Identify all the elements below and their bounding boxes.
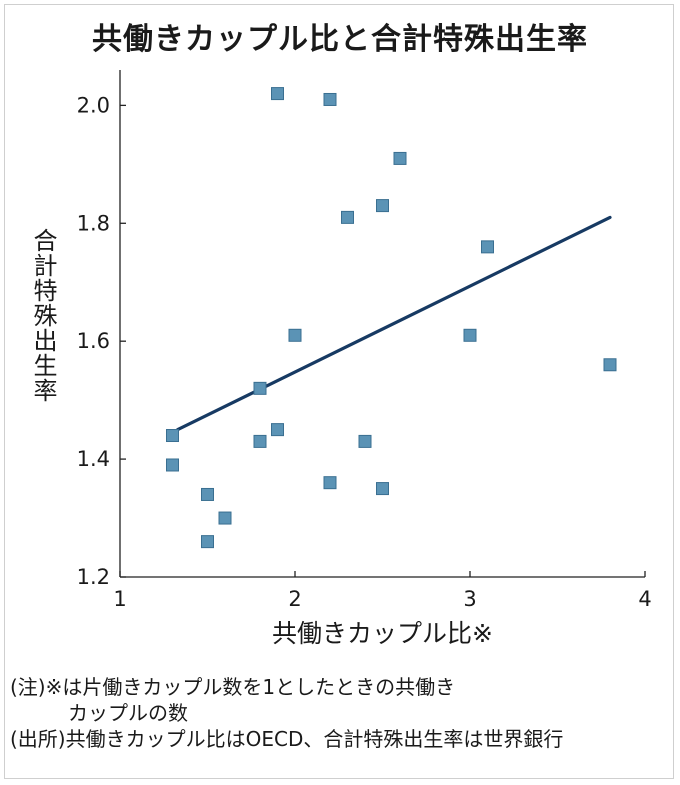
data-point (393, 151, 407, 165)
data-point (166, 429, 179, 443)
x-axis-label: 共働きカップル比※ (272, 619, 493, 648)
footnotes: (注)※は片働きカップル数を1としたときの共働き カップルの数 (出所)共働きカ… (10, 674, 563, 752)
axes: 1.2 1.4 1.6 1.8 2.0 1 2 3 4 (77, 70, 652, 611)
y-tick-label: 1.8 (77, 211, 110, 235)
data-point (341, 210, 354, 224)
data-point (463, 328, 477, 342)
source-line: (出所)共働きカップル比はOECD、合計特殊出生率は世界銀行 (10, 727, 564, 751)
data-point (271, 87, 284, 101)
y-tick-label: 1.2 (77, 565, 110, 589)
y-tick-label: 1.4 (77, 447, 110, 471)
y-tick-label: 1.6 (77, 329, 110, 353)
data-point (603, 358, 617, 372)
data-point (481, 240, 494, 254)
note-line-1: (注)※は片働きカップル数を1としたときの共働き (10, 675, 456, 699)
data-point (376, 199, 389, 213)
trendline (176, 215, 612, 432)
data-point (218, 511, 232, 525)
x-tick-label: 2 (288, 587, 301, 611)
data-point (253, 381, 267, 395)
chart-frame (4, 4, 674, 779)
data-points (166, 87, 617, 549)
chart-title: 共働きカップル比と合計特殊出生率 (92, 22, 588, 57)
x-tick-label: 3 (463, 587, 476, 611)
data-point (201, 535, 214, 549)
y-tick-label: 2.0 (77, 93, 110, 117)
x-tick-label: 1 (113, 587, 126, 611)
data-point (201, 487, 214, 501)
data-point (166, 458, 179, 472)
data-point (288, 328, 302, 342)
data-point (323, 92, 337, 106)
data-point (323, 476, 337, 490)
trendline-group (176, 215, 612, 432)
x-tick-label: 4 (638, 587, 651, 611)
data-point (253, 434, 267, 448)
data-point (358, 434, 372, 448)
y-axis-label: 合計特殊出生率 (29, 228, 57, 403)
data-point (271, 423, 284, 437)
data-point (376, 482, 389, 496)
note-line-2: カップルの数 (68, 701, 188, 725)
